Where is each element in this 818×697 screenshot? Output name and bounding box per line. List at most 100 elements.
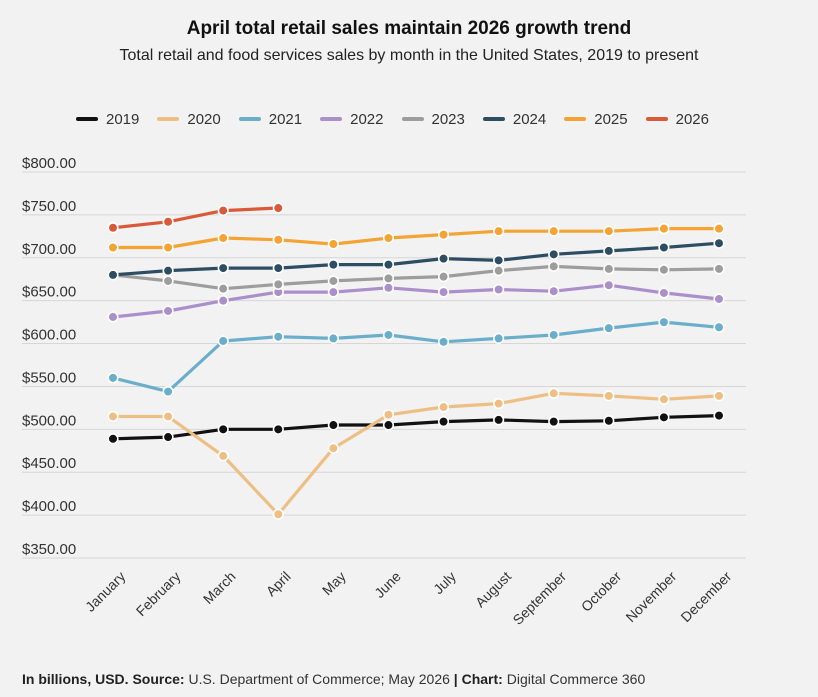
data-point-2021-may xyxy=(327,332,339,345)
data-point-2024-october xyxy=(603,245,615,257)
series-2021 xyxy=(107,316,725,398)
data-point-2022-november xyxy=(658,287,670,299)
y-gridlines xyxy=(22,171,746,559)
legend-item-2024: 2024 xyxy=(482,111,546,128)
data-point-2023-july xyxy=(437,271,450,283)
data-point-2021-june xyxy=(382,329,395,341)
legend-label: 2025 xyxy=(594,110,628,128)
legend-swatch xyxy=(320,117,343,121)
data-point-2020-august xyxy=(493,398,505,410)
data-point-2020-april xyxy=(272,508,284,520)
series-line-2020 xyxy=(111,391,721,516)
chart-legend: 2019 2020 2021 2022 2023 2024 2025 2026 xyxy=(76,108,727,130)
y-tick-label: $800.00 xyxy=(22,155,76,172)
data-point-2019-june xyxy=(382,419,395,431)
data-point-2022-december xyxy=(713,293,725,305)
data-point-2020-february xyxy=(162,410,174,423)
y-tick-label: $600.00 xyxy=(22,327,76,344)
data-point-2023-april xyxy=(272,278,284,290)
series-2019 xyxy=(107,410,725,445)
data-point-2020-may xyxy=(327,442,339,454)
data-point-2026-january xyxy=(107,222,119,234)
x-tick-label: May xyxy=(319,568,349,598)
data-point-2022-july xyxy=(437,286,450,298)
data-point-2024-april xyxy=(272,262,284,274)
data-point-2025-april xyxy=(272,234,284,246)
legend-item-2022: 2022 xyxy=(320,110,384,128)
chart-footer: In billions, USD. Source: U.S. Departmen… xyxy=(22,671,645,687)
data-point-2023-february xyxy=(162,275,174,287)
x-tick-label: June xyxy=(371,568,404,601)
data-point-2024-march xyxy=(217,262,229,274)
data-point-2025-september xyxy=(548,225,560,237)
data-point-2023-august xyxy=(493,265,505,277)
data-point-2023-december xyxy=(713,263,725,275)
series-2020 xyxy=(107,387,725,520)
x-tick-label: March xyxy=(200,568,239,607)
data-point-2019-december xyxy=(713,410,725,422)
x-tick-label: November xyxy=(622,568,679,625)
data-point-2019-november xyxy=(658,411,670,423)
data-point-2021-july xyxy=(437,336,450,348)
data-point-2024-june xyxy=(382,259,395,271)
data-point-2023-september xyxy=(548,260,560,272)
data-point-2025-january xyxy=(107,241,119,254)
y-tick-label: $750.00 xyxy=(22,198,76,215)
x-tick-label: December xyxy=(677,568,734,625)
y-tick-label: $450.00 xyxy=(22,455,76,472)
data-point-2020-december xyxy=(713,390,725,402)
data-point-2021-april xyxy=(272,331,284,343)
data-point-2020-september xyxy=(548,387,560,399)
legend-label: 2021 xyxy=(268,110,303,128)
chart-subtitle: Total retail and food services sales by … xyxy=(119,47,699,64)
data-point-2019-january xyxy=(107,433,119,445)
legend-swatch xyxy=(238,117,261,121)
data-point-2024-august xyxy=(493,254,505,266)
data-point-2024-december xyxy=(713,237,725,249)
data-point-2020-october xyxy=(603,390,615,402)
x-tick-label: February xyxy=(133,568,184,619)
series-line-2023 xyxy=(111,264,721,291)
data-point-2025-august xyxy=(493,225,505,237)
data-point-2019-october xyxy=(603,415,615,427)
legend-item-2026: 2026 xyxy=(645,111,709,128)
series-line-2019 xyxy=(111,414,721,441)
data-point-2021-september xyxy=(548,329,560,341)
footer-separator: | xyxy=(453,671,458,687)
y-tick-label: $500.00 xyxy=(22,412,76,429)
data-point-2023-may xyxy=(327,275,339,287)
data-point-2024-november xyxy=(658,241,670,254)
data-point-2020-july xyxy=(437,401,450,413)
x-tick-label: April xyxy=(263,568,294,599)
data-point-2020-november xyxy=(658,393,670,405)
legend-item-2025: 2025 xyxy=(564,110,628,128)
data-point-2025-february xyxy=(162,241,174,254)
data-point-2022-february xyxy=(162,305,174,317)
legend-label: 2022 xyxy=(350,110,384,128)
data-point-2024-january xyxy=(107,269,119,281)
footer-source-label: Source: xyxy=(132,671,185,687)
data-point-2023-june xyxy=(382,272,395,284)
data-point-2025-december xyxy=(713,223,725,235)
data-point-2022-august xyxy=(493,283,505,296)
legend-label: 2023 xyxy=(431,110,465,128)
data-point-2021-august xyxy=(493,332,505,345)
data-point-2026-february xyxy=(162,216,174,228)
data-point-2021-october xyxy=(603,322,615,334)
data-point-2019-september xyxy=(548,416,560,428)
data-point-2021-february xyxy=(162,385,174,398)
series-2025 xyxy=(107,223,725,254)
chart-title: April total retail sales maintain 2026 g… xyxy=(186,18,632,39)
data-point-2022-june xyxy=(382,282,395,294)
data-point-2020-january xyxy=(107,410,119,423)
data-point-2019-february xyxy=(162,431,174,443)
series-line-2022 xyxy=(111,283,721,319)
data-point-2021-january xyxy=(107,372,119,384)
data-point-2019-august xyxy=(493,414,505,426)
series-line-2025 xyxy=(111,227,721,250)
legend-item-2019: 2019 xyxy=(76,111,139,128)
data-point-2019-march xyxy=(217,423,229,435)
data-point-2022-september xyxy=(548,285,560,297)
legend-swatch xyxy=(401,117,424,121)
y-tick-label: $550.00 xyxy=(22,369,76,386)
